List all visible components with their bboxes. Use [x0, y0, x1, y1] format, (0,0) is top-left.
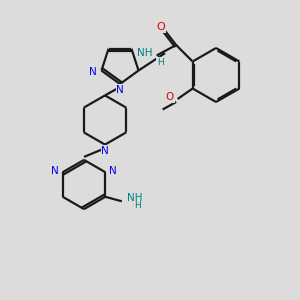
Text: O: O: [166, 92, 174, 103]
Text: O: O: [157, 22, 166, 32]
Text: N: N: [101, 146, 109, 156]
Text: H: H: [157, 58, 164, 67]
Text: N: N: [109, 166, 117, 176]
Text: H: H: [134, 201, 141, 210]
Text: N: N: [51, 166, 59, 176]
Text: NH: NH: [127, 193, 143, 203]
Text: N: N: [116, 85, 124, 95]
Text: N: N: [89, 67, 97, 77]
Text: NH: NH: [136, 48, 152, 59]
